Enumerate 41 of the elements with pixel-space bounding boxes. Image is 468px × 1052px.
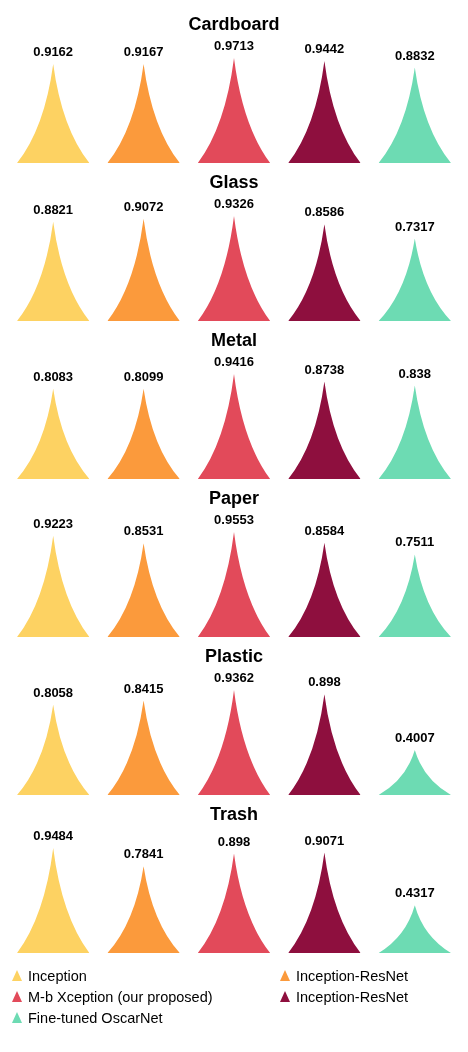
chart-title: Glass — [209, 172, 259, 192]
data-label: 0.9416 — [214, 354, 254, 369]
data-label: 0.4317 — [394, 885, 435, 901]
data-label: 0.9223 — [33, 515, 74, 531]
data-label: 0.8584 — [304, 522, 346, 538]
data-label: 0.9484 — [33, 828, 74, 843]
data-label: 0.9072 — [123, 198, 164, 214]
data-label: 0.838 — [398, 365, 432, 381]
data-label: 0.898 — [217, 833, 251, 849]
data-label: 0.8531 — [123, 523, 164, 539]
chart-title: Cardboard — [188, 14, 280, 34]
data-label: 0.4007 — [394, 730, 435, 746]
data-label: 0.8832 — [394, 47, 435, 63]
data-label: 0.9553 — [214, 512, 254, 527]
data-label: 0.9362 — [214, 670, 254, 685]
data-label: 0.8058 — [33, 684, 74, 700]
legend-label: Fine-tuned OscarNet — [28, 1010, 163, 1026]
chart-title: Metal — [210, 330, 258, 350]
legend-label: Inception-ResNet — [296, 968, 409, 984]
legend-label: Inception — [28, 968, 87, 984]
data-label: 0.9162 — [33, 43, 74, 59]
data-label: 0.8738 — [304, 361, 345, 377]
legend-label: M-b Xception (our proposed) — [28, 989, 213, 1005]
data-label: 0.9071 — [304, 832, 345, 848]
legend-label: Inception-ResNet — [296, 989, 409, 1005]
data-label: 0.898 — [308, 674, 341, 690]
chart-title: Trash — [209, 804, 259, 824]
data-label: 0.9442 — [304, 40, 345, 56]
chart-title: Paper — [208, 488, 260, 508]
data-label: 0.7841 — [123, 846, 164, 862]
data-label: 0.8099 — [123, 368, 164, 384]
data-label: 0.9326 — [214, 196, 254, 211]
data-label: 0.8415 — [123, 680, 164, 696]
data-label: 0.7511 — [395, 534, 435, 550]
data-label: 0.8586 — [304, 204, 345, 220]
data-label: 0.8821 — [33, 201, 74, 217]
chart-title: Plastic — [204, 646, 264, 666]
data-label: 0.9167 — [123, 43, 164, 59]
data-label: 0.8083 — [33, 368, 74, 384]
data-label: 0.7317 — [394, 218, 435, 234]
data-label: 0.9713 — [214, 38, 254, 53]
